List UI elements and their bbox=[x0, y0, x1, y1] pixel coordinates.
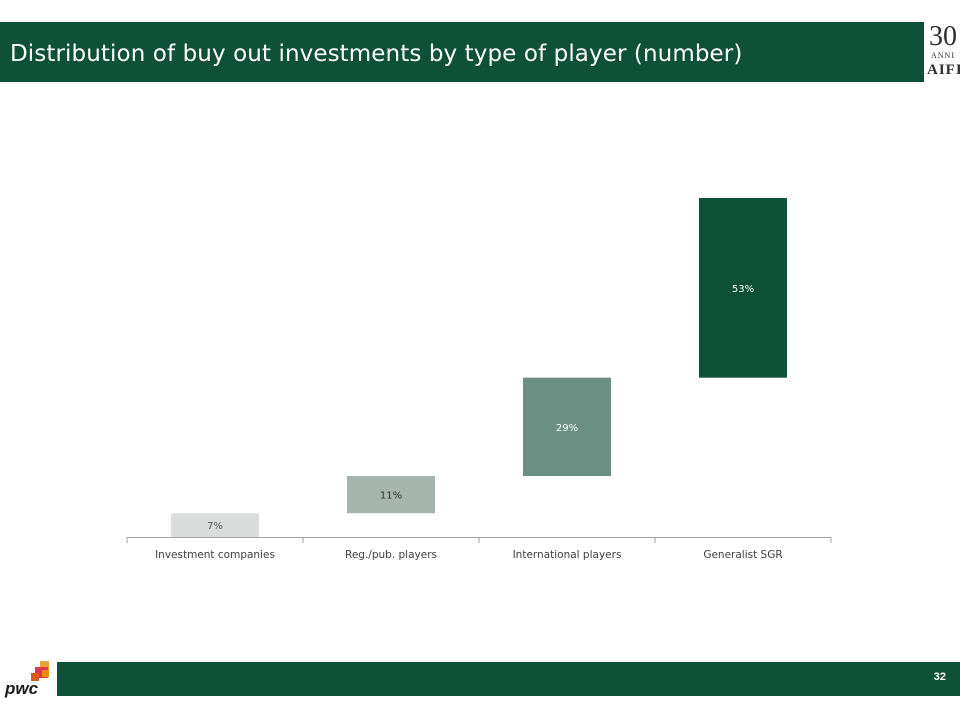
pwc-logo-block-4 bbox=[42, 670, 49, 677]
bar bbox=[347, 475, 435, 514]
category-label: Investment companies bbox=[155, 549, 275, 561]
aifi-logo: 30 ANNI AIFI bbox=[927, 21, 960, 82]
bar-value-label: 29% bbox=[556, 423, 578, 434]
pwc-logo-block-2 bbox=[35, 667, 48, 678]
pwc-logo-text: pwc bbox=[4, 679, 39, 698]
pwc-logo-block-3 bbox=[31, 673, 39, 681]
logo-anniversary-number: 30 bbox=[929, 21, 957, 52]
logo-anni-text: ANNI bbox=[931, 51, 955, 60]
pwc-logo-block-1 bbox=[40, 661, 49, 670]
category-label: Reg./pub. players bbox=[345, 549, 437, 561]
category-label: International players bbox=[513, 549, 622, 561]
pwc-logo: pwc bbox=[4, 661, 49, 698]
category-label: Generalist SGR bbox=[703, 549, 782, 561]
logo-brand-text: AIFI bbox=[927, 62, 960, 78]
bar-value-label: 53% bbox=[732, 284, 754, 295]
bar bbox=[171, 513, 259, 537]
bar bbox=[699, 198, 787, 378]
page-number: 32 bbox=[933, 671, 946, 683]
footer-bar: 32 bbox=[57, 662, 960, 696]
bar-value-label: 11% bbox=[380, 491, 402, 502]
page-title: Distribution of buy out investments by t… bbox=[10, 41, 743, 67]
title-bar: Distribution of buy out investments by t… bbox=[0, 22, 924, 82]
bar-value-label: 7% bbox=[207, 521, 223, 532]
bar bbox=[523, 377, 611, 476]
